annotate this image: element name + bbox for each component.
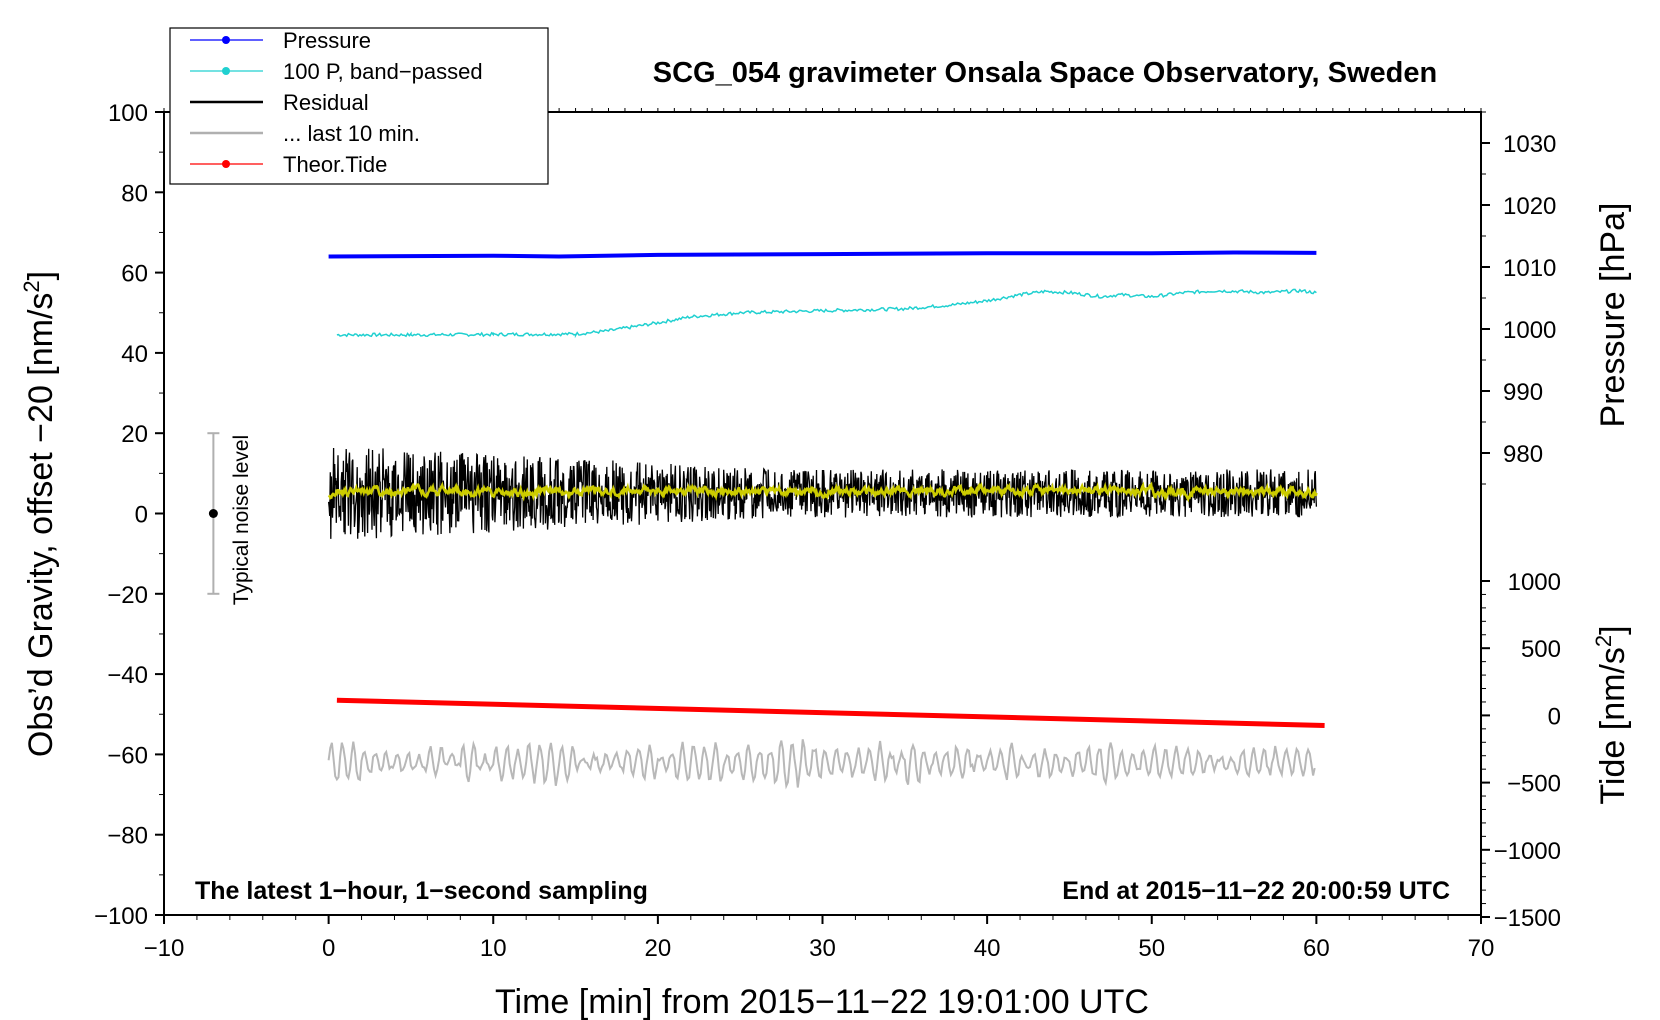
x-tick-label: 20 xyxy=(645,935,672,962)
y-axis-ticks: −100 −80 −60 −40 −20 0 20 40 60 80 100 xyxy=(94,100,164,930)
y-tick-label: −60 xyxy=(107,742,148,769)
pressure-tick-label: 980 xyxy=(1503,441,1543,468)
tide-tick-label: 1000 xyxy=(1508,569,1561,596)
x-tick-label: 70 xyxy=(1468,935,1495,962)
y-axis-title-pressure: Pressure [hPa] xyxy=(1594,203,1632,428)
x-tick-label: 0 xyxy=(322,935,335,962)
annotation-end-time: End at 2015−11−22 20:00:59 UTC xyxy=(1062,877,1450,905)
legend-label: Residual xyxy=(283,90,369,115)
x-tick-label: −10 xyxy=(144,935,185,962)
tide-tick-label: 0 xyxy=(1548,703,1561,730)
x-tick-label: 30 xyxy=(809,935,836,962)
theor-tide-series xyxy=(336,697,1325,728)
tide-tick-label: −1500 xyxy=(1494,905,1561,932)
y-axis-title-tide: Tide [nm/s2] xyxy=(1591,625,1632,804)
y-tick-label: 0 xyxy=(135,502,148,529)
y-tick-label: −100 xyxy=(94,903,148,930)
x-tick-label: 50 xyxy=(1138,935,1165,962)
pressure-tick-label: 990 xyxy=(1503,379,1543,406)
x-axis-ticks: −10 0 10 20 30 40 50 60 70 xyxy=(144,915,1495,962)
annotation-latest-hour: The latest 1−hour, 1−second sampling xyxy=(195,877,648,905)
y-tick-label: −40 xyxy=(107,662,148,689)
legend-marker xyxy=(222,36,230,44)
legend-marker xyxy=(222,67,230,75)
y-axis-title-left: Obs’d Gravity, offset −20 [nm/s2] xyxy=(19,271,60,757)
legend-marker xyxy=(222,160,230,168)
typical-noise-bar xyxy=(207,432,220,595)
pressure-tick-label: 1030 xyxy=(1503,131,1556,158)
legend-label: Theor.Tide xyxy=(283,152,387,177)
tide-tick-label: −500 xyxy=(1507,771,1561,798)
x-tick-label: 10 xyxy=(480,935,507,962)
y-tick-label: 100 xyxy=(108,100,148,127)
legend-label: ... last 10 min. xyxy=(283,121,420,146)
y-tick-label: −80 xyxy=(107,823,148,850)
legend-label: 100 P, band−passed xyxy=(283,59,483,84)
y-tick-label: 20 xyxy=(121,421,148,448)
legend: Pressure 100 P, band−passed Residual ... la… xyxy=(169,27,549,185)
residual-smoothed-series xyxy=(327,481,1318,503)
x-tick-label: 60 xyxy=(1303,935,1330,962)
pressure-series xyxy=(328,250,1317,259)
x-axis-title: Time [min] from 2015−11−22 19:01:00 UTC xyxy=(495,983,1149,1020)
pressure-axis-ticks: 980 990 1000 1010 1020 1030 xyxy=(1481,111,1556,485)
tide-tick-label: −1000 xyxy=(1494,838,1561,865)
y-tick-label: 40 xyxy=(121,341,148,368)
y-tick-label: −20 xyxy=(107,582,148,609)
last-10-min-series xyxy=(327,739,1316,790)
pressure-tick-label: 1010 xyxy=(1503,255,1556,282)
legend-label: Pressure xyxy=(283,28,371,53)
pressure-tick-label: 1000 xyxy=(1503,317,1556,344)
typical-noise-label: Typical noise level xyxy=(230,435,253,605)
tide-tick-label: 500 xyxy=(1521,636,1561,663)
x-tick-label: 40 xyxy=(974,935,1001,962)
chart-title: SCG_054 gravimeter Onsala Space Observat… xyxy=(653,57,1437,89)
tide-axis-ticks: −1500 −1000 −500 0 500 1000 xyxy=(1481,569,1561,932)
y-tick-label: 60 xyxy=(121,261,148,288)
y-tick-label: 80 xyxy=(121,180,148,207)
pressure-tick-label: 1020 xyxy=(1503,193,1556,220)
bandpassed-pressure-series xyxy=(336,288,1317,339)
